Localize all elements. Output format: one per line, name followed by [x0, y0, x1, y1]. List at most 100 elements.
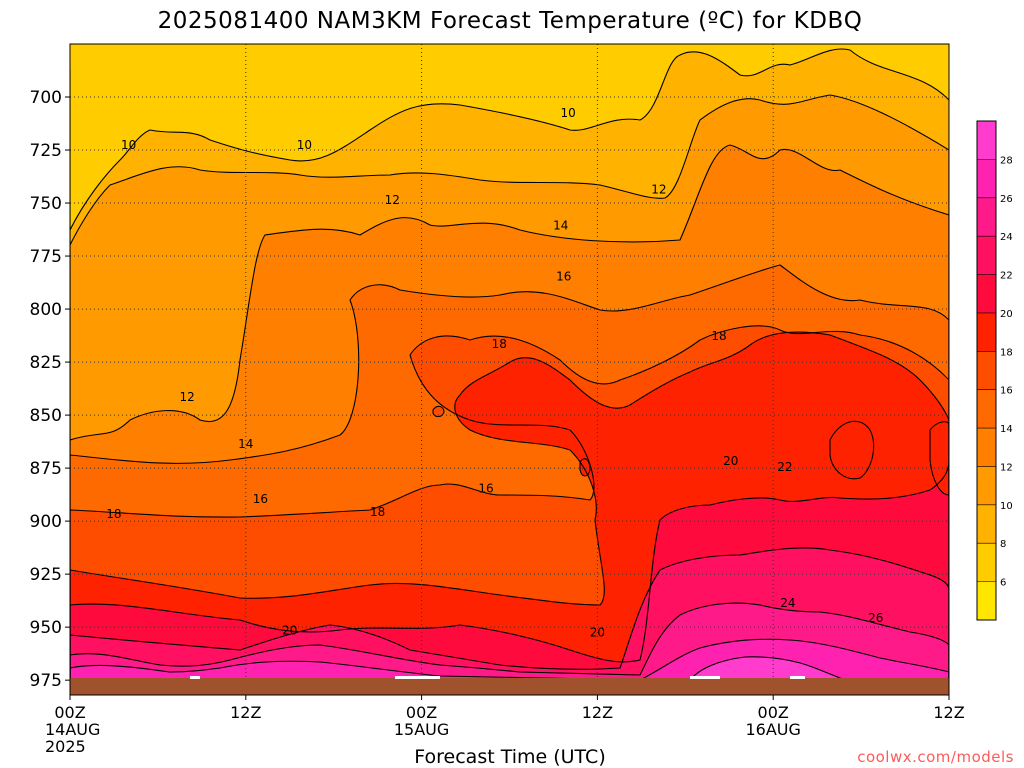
contour-label: 10: [560, 106, 575, 120]
contour-line: [70, 602, 949, 695]
y-tick-label: 775: [30, 247, 62, 267]
ground-layer: [70, 676, 949, 695]
ground-snow-mark-1: [190, 676, 200, 679]
contour-line: [70, 48, 949, 695]
contour-label: 20: [723, 454, 738, 468]
contour-line: [70, 547, 949, 695]
colorbar-swatch: [977, 581, 996, 621]
colorbar-swatch: [977, 159, 996, 199]
y-tick-label: 925: [30, 565, 62, 585]
colorbar-swatch: [977, 197, 996, 237]
contour-label: 26: [868, 611, 883, 625]
contour-label: 16: [556, 269, 571, 283]
colorbar-swatch: [977, 236, 996, 276]
ground-snow-mark-2: [395, 676, 440, 679]
contour-label: 18: [370, 505, 385, 519]
colorbar-label: 6: [1000, 578, 1006, 589]
contour-label: 10: [297, 138, 312, 152]
colorbar-label: 18: [1000, 347, 1013, 358]
colorbar-swatch: [977, 428, 996, 467]
contour-label: 16: [253, 492, 268, 506]
colorbar-swatch: [977, 543, 996, 583]
x-tick-label: 16AUG: [745, 720, 800, 739]
contour-line: [70, 459, 949, 695]
contour-line: [70, 144, 949, 695]
contour-label: 16: [478, 481, 493, 495]
contour-label: 18: [106, 507, 121, 521]
x-tick-label: 2025: [45, 737, 86, 756]
contour-value-labels: 10 10 10 12 12 12 14 14 16 16 16 18 18 18 18 20 20 20 22 24…: [106, 106, 883, 640]
colorbar-swatch: [977, 389, 996, 429]
contour-lines: [70, 48, 949, 695]
y-axis-ticks: 700 725 750 775 800 825 850 875 900 925 950 975: [30, 88, 70, 691]
contour-label: 12: [180, 390, 195, 404]
colorbar-label: 28: [1000, 155, 1013, 166]
contour-line: [70, 331, 949, 695]
contour-label: 24: [780, 596, 795, 610]
colorbar-swatch: [977, 312, 996, 352]
chart-title: 2025081400 NAM3KM Forecast Temperature (…: [158, 8, 863, 34]
warm-pocket-4: [433, 406, 444, 417]
contour-label: 12: [651, 182, 666, 196]
contour-line: [579, 458, 591, 477]
colorbar-label: 10: [1000, 501, 1013, 512]
colorbar-label: 26: [1000, 194, 1013, 205]
colorbar-label: 22: [1000, 271, 1013, 282]
colorbar-swatch: [977, 504, 996, 544]
y-tick-label: 900: [30, 512, 62, 532]
ground-surface: [70, 678, 949, 695]
y-tick-label: 825: [30, 353, 62, 373]
colorbar-label: 20: [1000, 309, 1013, 320]
contour-line: [688, 656, 846, 681]
contour-line: [70, 325, 949, 695]
y-tick-label: 700: [30, 88, 62, 108]
colorbar-frame: [976, 120, 997, 621]
contour-label: 12: [385, 193, 400, 207]
contour-label: 20: [590, 626, 605, 640]
contour-line: [829, 420, 875, 480]
y-tick-label: 975: [30, 671, 62, 691]
y-tick-label: 875: [30, 459, 62, 479]
colorbar-label: 14: [1000, 424, 1013, 435]
x-tick-label: 12Z: [933, 703, 964, 722]
colorbar-label: 12: [1000, 462, 1013, 473]
warm-pocket-1: [830, 421, 874, 479]
colorbar-label: 24: [1000, 232, 1013, 243]
colorbar-label: 16: [1000, 386, 1013, 397]
colorbar-swatch: [977, 121, 996, 160]
contour-label: 20: [282, 624, 297, 638]
x-tick-label: 00Z: [406, 703, 437, 722]
y-tick-label: 850: [30, 406, 62, 426]
warm-pocket-3: [580, 458, 590, 476]
colorbar: 6 8 10 12 14 16 18 20 22 24 26 28: [976, 120, 1013, 621]
contour-label: 14: [553, 218, 568, 232]
contour-line: [929, 421, 949, 496]
x-tick-label: 00Z: [54, 703, 85, 722]
x-tick-label: 00Z: [758, 703, 789, 722]
colorbar-swatch: [977, 466, 996, 506]
colorbar-label: 8: [1000, 539, 1006, 550]
contour-label: 18: [711, 329, 726, 343]
plot-frame: [69, 43, 950, 696]
ground-snow-mark-4: [790, 676, 805, 679]
y-tick-label: 800: [30, 300, 62, 320]
contour-label: 18: [492, 337, 507, 351]
y-tick-label: 950: [30, 618, 62, 638]
y-tick-label: 750: [30, 194, 62, 214]
credit-link[interactable]: coolwx.com/models: [857, 748, 1014, 766]
contour-label: 22: [777, 460, 792, 474]
x-tick-label: 12Z: [230, 703, 261, 722]
contour-label: 14: [238, 437, 253, 451]
colorbar-swatch: [977, 274, 996, 314]
band-30-plus: [690, 656, 845, 680]
contour-line: [70, 94, 949, 695]
temperature-fill-layers: [70, 44, 949, 695]
contour-label: 10: [121, 138, 136, 152]
y-tick-label: 725: [30, 141, 62, 161]
ground-snow-mark-3: [690, 676, 720, 679]
colorbar-swatch: [977, 351, 996, 391]
x-tick-label: 15AUG: [394, 720, 449, 739]
x-axis-label: Forecast Time (UTC): [414, 746, 605, 768]
